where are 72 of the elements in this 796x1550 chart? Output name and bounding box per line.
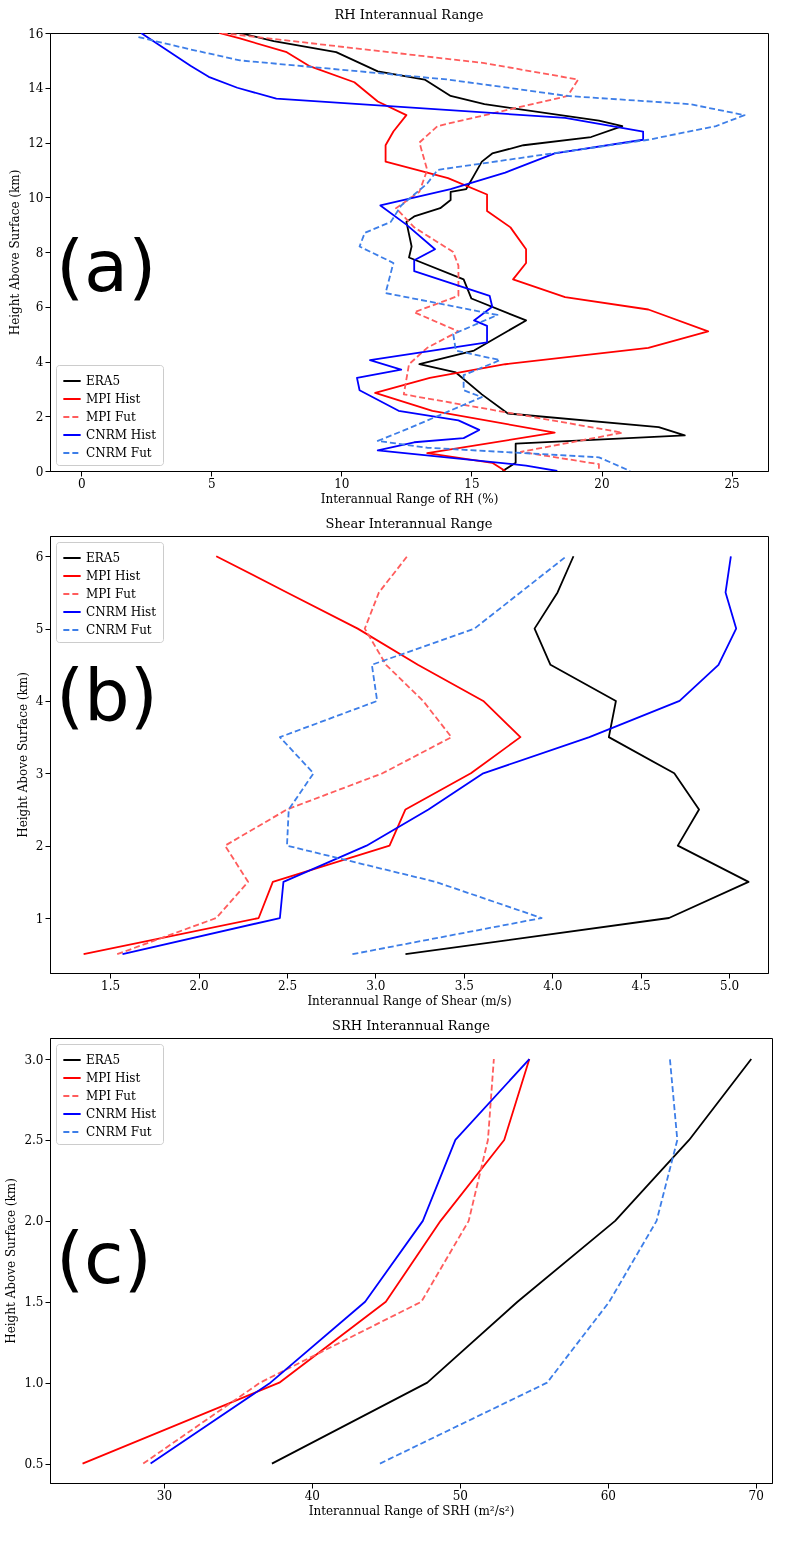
y-tick-label: 4 <box>35 355 44 369</box>
annotation: (b) <box>56 652 158 737</box>
y-tick-label: 10 <box>28 190 44 205</box>
x-tick-label: 4.0 <box>543 978 563 993</box>
x-tick-label: 60 <box>600 1488 616 1503</box>
y-tick-label: 6 <box>35 549 44 564</box>
x-axis-title: Interannual Range of SRH (m²/s²) <box>308 1503 515 1518</box>
y-tick-label: 3 <box>35 766 44 781</box>
x-tick-label: 1.5 <box>101 978 121 993</box>
x-tick-label: 2.5 <box>277 978 298 993</box>
x-tick-label: 5 <box>207 476 216 491</box>
line-series <box>404 555 750 956</box>
y-tick-label: 16 <box>28 26 44 41</box>
legend-label: MPI Fut <box>86 1089 136 1103</box>
chart-title: Shear Interannual Range <box>325 516 493 531</box>
legend-label: CNRM Fut <box>86 1125 152 1139</box>
x-tick-label: 15 <box>464 476 480 491</box>
y-tick-label: 0 <box>35 464 44 479</box>
legend-label: CNRM Fut <box>86 623 152 637</box>
chart-title: SRH Interannual Range <box>332 1018 491 1033</box>
legend-label: MPI Fut <box>86 410 136 424</box>
y-tick-label: 4 <box>35 694 44 709</box>
y-tick-label: 5 <box>35 622 44 637</box>
line-series <box>279 555 568 956</box>
y-tick-label: 6 <box>35 300 44 315</box>
legend-label: ERA5 <box>86 551 121 565</box>
legend-label: MPI Hist <box>86 1071 141 1085</box>
x-tick-label: 10 <box>334 476 350 491</box>
x-tick-label: 5.0 <box>720 978 740 993</box>
y-axis-title: Height Above Surface (km) <box>4 1178 19 1344</box>
y-tick-label: 8 <box>35 245 44 260</box>
annotation: (c) <box>56 1215 152 1300</box>
y-tick-label: 2 <box>35 839 44 854</box>
y-tick-label: 2.5 <box>24 1133 44 1148</box>
x-tick-label: 40 <box>304 1488 321 1503</box>
x-tick-label: 25 <box>724 476 740 491</box>
legend-label: ERA5 <box>86 1053 121 1067</box>
line-series <box>220 33 624 471</box>
x-tick-label: 70 <box>748 1488 764 1503</box>
x-axis-title: Interannual Range of Shear (m/s) <box>307 993 512 1008</box>
y-tick-label: 1.0 <box>24 1376 44 1391</box>
x-tick-label: 3.5 <box>454 978 474 993</box>
y-tick-label: 2.0 <box>24 1214 44 1229</box>
y-axis-title: Height Above Surface (km) <box>15 672 30 838</box>
y-tick-label: 2 <box>35 409 44 424</box>
annotation: (a) <box>56 224 157 309</box>
x-tick-label: 2.0 <box>189 978 209 993</box>
line-series <box>271 1058 753 1465</box>
x-tick-label: 3.0 <box>366 978 386 993</box>
y-axis-title: Height Above Surface (km) <box>8 169 23 336</box>
chart-title: RH Interannual Range <box>334 7 484 22</box>
legend-label: MPI Fut <box>86 587 136 601</box>
legend-label: MPI Hist <box>86 392 141 406</box>
y-tick-label: 3.0 <box>24 1052 44 1067</box>
legend-label: CNRM Hist <box>86 428 157 442</box>
legend-label: ERA5 <box>86 374 121 388</box>
x-axis-title: Interannual Range of RH (%) <box>320 491 499 506</box>
x-tick-label: 30 <box>156 1488 173 1503</box>
line-series <box>379 1058 679 1465</box>
y-tick-label: 1.5 <box>24 1295 44 1310</box>
y-tick-label: 14 <box>28 81 44 96</box>
x-tick-label: 0 <box>77 476 86 491</box>
legend-label: CNRM Hist <box>86 605 157 619</box>
y-tick-label: 12 <box>28 136 44 150</box>
legend-label: CNRM Fut <box>86 446 152 460</box>
legend-label: CNRM Hist <box>86 1107 157 1121</box>
x-tick-label: 4.5 <box>631 978 651 993</box>
legend-label: MPI Hist <box>86 569 141 583</box>
y-tick-label: 0.5 <box>24 1457 44 1472</box>
x-tick-label: 20 <box>594 476 610 491</box>
y-tick-label: 1 <box>35 911 44 926</box>
x-tick-label: 50 <box>452 1488 468 1503</box>
